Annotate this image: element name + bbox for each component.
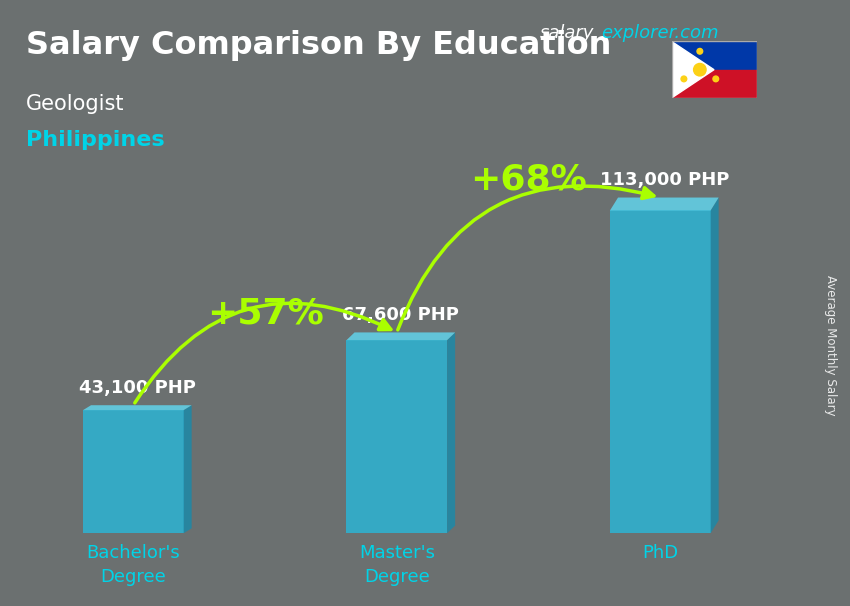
- Polygon shape: [610, 198, 718, 210]
- Text: salary: salary: [540, 24, 594, 42]
- Bar: [610, 210, 711, 533]
- Polygon shape: [83, 405, 191, 410]
- Circle shape: [681, 76, 687, 82]
- Circle shape: [697, 48, 703, 54]
- Text: Average Monthly Salary: Average Monthly Salary: [824, 275, 837, 416]
- Polygon shape: [711, 198, 718, 533]
- Text: 43,100 PHP: 43,100 PHP: [79, 379, 196, 397]
- Polygon shape: [672, 41, 756, 70]
- Text: +57%: +57%: [207, 297, 323, 331]
- Bar: [83, 410, 184, 533]
- Polygon shape: [184, 405, 191, 533]
- Circle shape: [694, 64, 706, 76]
- Text: Philippines: Philippines: [26, 130, 164, 150]
- Text: 113,000 PHP: 113,000 PHP: [599, 171, 729, 189]
- Polygon shape: [347, 333, 455, 340]
- Text: Salary Comparison By Education: Salary Comparison By Education: [26, 30, 611, 61]
- Text: +68%: +68%: [470, 162, 586, 196]
- Text: explorer.com: explorer.com: [601, 24, 718, 42]
- Polygon shape: [672, 41, 714, 98]
- Text: 67,600 PHP: 67,600 PHP: [343, 306, 459, 324]
- Polygon shape: [447, 333, 455, 533]
- Circle shape: [713, 76, 718, 82]
- Bar: [347, 340, 447, 533]
- Polygon shape: [672, 70, 756, 98]
- Text: Geologist: Geologist: [26, 94, 124, 114]
